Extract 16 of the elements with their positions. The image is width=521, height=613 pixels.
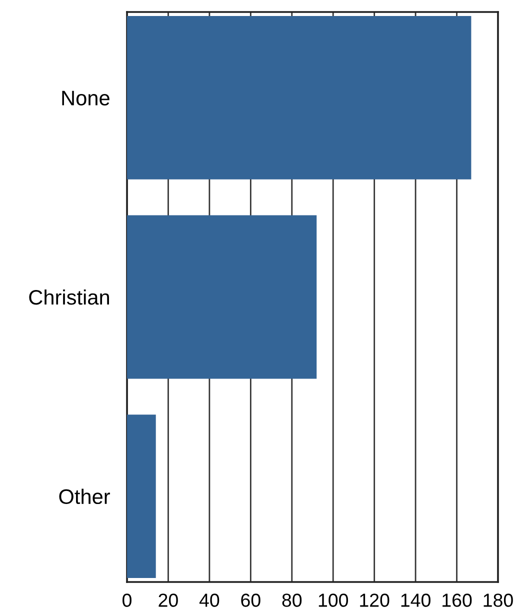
y-tick-label: Christian	[29, 289, 109, 305]
x-tick-label: 160	[442, 594, 472, 607]
x-tick-label: 20	[158, 594, 178, 607]
y-tick-label: Other	[59, 488, 110, 504]
bar	[127, 16, 472, 180]
x-tick-label: 80	[282, 594, 302, 607]
x-tick-label: 40	[199, 594, 220, 607]
x-tick-label: 120	[360, 594, 390, 607]
bar	[127, 215, 317, 379]
bar	[127, 414, 156, 578]
x-tick-label: 60	[241, 594, 260, 607]
x-tick-label: 180	[484, 594, 513, 607]
x-tick-label: 100	[318, 594, 348, 607]
y-tick-label: None	[62, 90, 110, 106]
x-tick-label: 0	[122, 594, 132, 607]
x-tick-label: 140	[401, 594, 430, 607]
